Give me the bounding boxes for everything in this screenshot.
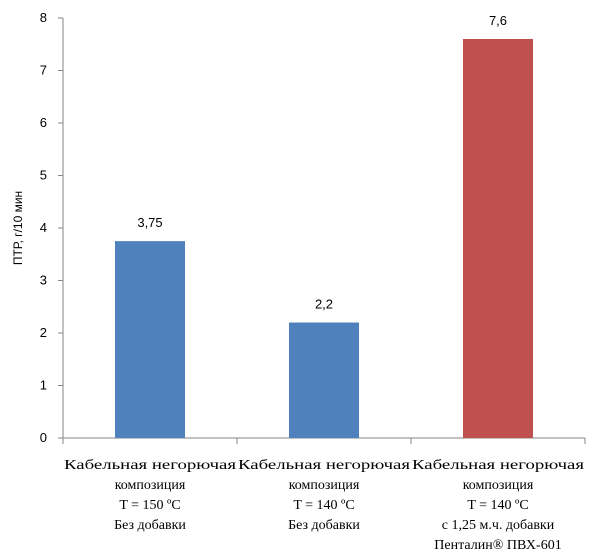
y-tick-label: 7	[40, 63, 47, 78]
data-label-2: 2,2	[315, 297, 333, 312]
y-tick-label: 2	[40, 325, 47, 340]
category-label-2-line-2: композиция	[289, 478, 360, 493]
bar-2	[289, 322, 359, 438]
y-tick-label: 5	[40, 168, 47, 183]
bar-1	[115, 241, 185, 438]
category-label-2-line-3: T = 140 ºС	[293, 498, 354, 513]
bars	[115, 39, 533, 438]
category-label-3-line-2: композиция	[463, 478, 534, 493]
y-tick-label: 8	[40, 10, 47, 25]
y-tick-label: 6	[40, 115, 47, 130]
x-axis	[62, 437, 586, 444]
category-label-2-line-1: Кабельная негорючая	[238, 458, 411, 473]
category-label-1-line-3: T = 150 ºС	[119, 498, 180, 513]
y-axis-title: ПТР, г/10 мин	[11, 191, 25, 265]
category-label-3-line-4: с 1,25 м.ч. добавки	[442, 518, 555, 533]
category-labels: Кабельная негорючая композиция T = 150 ºС Б…	[64, 458, 585, 553]
category-label-1-line-4: Без добавки	[114, 518, 186, 533]
y-tick-label: 3	[40, 273, 47, 288]
bar-3	[463, 39, 533, 438]
y-axis: 0 1 2 3 4 5 6 7 8	[40, 10, 64, 445]
data-labels: 3,75 2,2 7,6	[137, 13, 507, 312]
data-label-3: 7,6	[489, 13, 507, 28]
category-label-1-line-1: Кабельная негорючая	[64, 458, 237, 473]
y-tick-label: 1	[40, 378, 47, 393]
category-label-1-line-2: композиция	[115, 478, 186, 493]
y-tick-label: 0	[40, 430, 47, 445]
category-label-3-line-5: Пенталин® ПВХ-601	[434, 538, 561, 553]
category-label-2-line-4: Без добавки	[288, 518, 360, 533]
category-label-3-line-1: Кабельная негорючая	[412, 458, 585, 473]
category-label-3-line-3: T = 140 ºС	[467, 498, 528, 513]
data-label-1: 3,75	[137, 215, 162, 230]
y-tick-label: 4	[40, 220, 47, 235]
